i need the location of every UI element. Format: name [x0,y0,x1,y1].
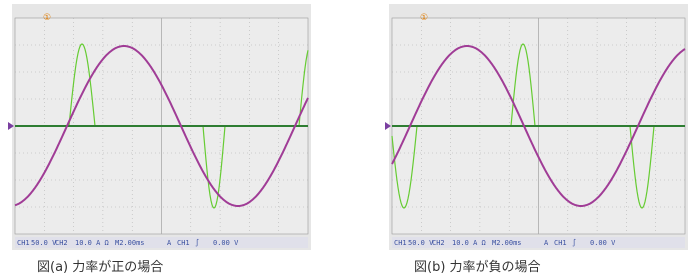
status-text: CH1 [554,239,567,247]
status-text: M2.00ms [492,239,522,247]
status-text: 10.0 A Ω [75,239,109,247]
status-text: CH1 [177,239,190,247]
caption: 図(b) 力率が負の場合 [414,260,541,275]
status-text: 0.00 V [213,239,239,247]
status-text: 50.0 V [408,239,434,247]
status-text: CH1 [394,239,407,247]
status-text: M2.00ms [115,239,145,247]
status-text: CH1 [17,239,30,247]
caption: 図(a) 力率が正の場合 [37,260,163,275]
status-text: CH2 [55,239,68,247]
status-text: CH2 [432,239,445,247]
status-text: 0.00 V [590,239,616,247]
page: ①CH150.0 VCH210.0 A ΩM2.00msACH1∫0.00 V図… [0,0,688,276]
status-text: ∫ [572,238,576,247]
status-text: 10.0 A Ω [452,239,486,247]
trigger-marker: ① [43,13,51,23]
status-text: ∫ [195,238,199,247]
trigger-marker: ① [420,13,428,23]
status-text: 50.0 V [31,239,57,247]
